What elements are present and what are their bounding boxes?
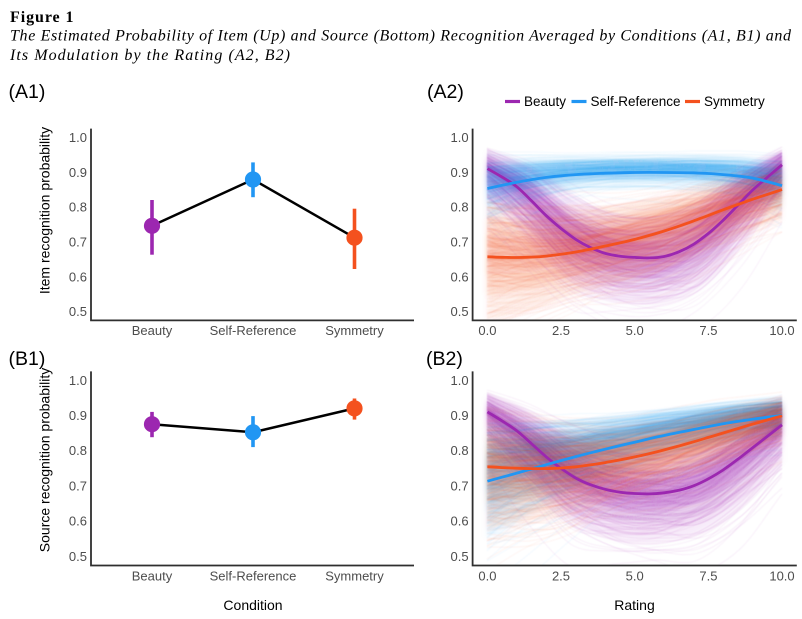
svg-text:Symmetry: Symmetry [325,569,384,584]
svg-text:Condition: Condition [223,597,282,613]
svg-text:10.0: 10.0 [769,569,794,584]
svg-text:Its Modulation by the Rating (: Its Modulation by the Rating (A2, B2) [9,47,290,64]
svg-text:Beauty: Beauty [132,323,173,338]
svg-text:Self-Reference: Self-Reference [591,94,681,109]
svg-text:1.0: 1.0 [69,130,87,145]
svg-text:Item recognition probability: Item recognition probability [37,127,53,294]
svg-text:1.0: 1.0 [451,130,469,145]
svg-text:(A1): (A1) [9,81,46,103]
svg-text:1.0: 1.0 [451,373,469,388]
svg-text:0.5: 0.5 [451,549,469,564]
svg-text:0.0: 0.0 [478,569,496,584]
svg-text:0.8: 0.8 [451,200,469,215]
svg-text:0.0: 0.0 [478,323,496,338]
svg-text:2.5: 2.5 [552,323,570,338]
svg-text:0.6: 0.6 [451,269,469,284]
svg-text:7.5: 7.5 [699,323,717,338]
svg-text:0.5: 0.5 [69,549,87,564]
svg-text:0.7: 0.7 [69,235,87,250]
svg-text:0.8: 0.8 [69,443,87,458]
svg-text:7.5: 7.5 [699,569,717,584]
svg-text:0.7: 0.7 [451,478,469,493]
svg-text:0.7: 0.7 [69,478,87,493]
svg-text:Rating: Rating [614,597,654,613]
svg-text:0.6: 0.6 [69,269,87,284]
svg-text:(B2): (B2) [426,348,463,370]
svg-text:5.0: 5.0 [626,323,644,338]
svg-text:0.6: 0.6 [69,514,87,529]
svg-text:0.6: 0.6 [451,514,469,529]
svg-text:The Estimated Probability of I: The Estimated Probability of Item (Up) a… [10,28,792,45]
svg-text:Beauty: Beauty [524,94,566,109]
svg-text:0.5: 0.5 [69,304,87,319]
svg-text:0.8: 0.8 [451,443,469,458]
svg-text:(A2): (A2) [427,81,464,103]
svg-text:0.8: 0.8 [69,200,87,215]
svg-text:2.5: 2.5 [552,569,570,584]
svg-text:(B1): (B1) [9,348,46,370]
svg-text:0.7: 0.7 [451,235,469,250]
svg-text:10.0: 10.0 [769,323,794,338]
svg-text:0.9: 0.9 [69,408,87,423]
svg-text:0.9: 0.9 [69,165,87,180]
svg-text:0.9: 0.9 [451,408,469,423]
svg-text:5.0: 5.0 [626,569,644,584]
svg-text:Symmetry: Symmetry [325,323,384,338]
svg-text:Source recognition probability: Source recognition probability [37,368,53,552]
svg-text:0.9: 0.9 [451,165,469,180]
svg-text:1.0: 1.0 [69,373,87,388]
svg-text:Self-Reference: Self-Reference [210,323,297,338]
svg-text:Figure 1: Figure 1 [10,9,74,26]
svg-text:0.5: 0.5 [451,304,469,319]
svg-text:Self-Reference: Self-Reference [210,569,297,584]
svg-text:Beauty: Beauty [132,569,173,584]
svg-text:Symmetry: Symmetry [704,94,765,109]
